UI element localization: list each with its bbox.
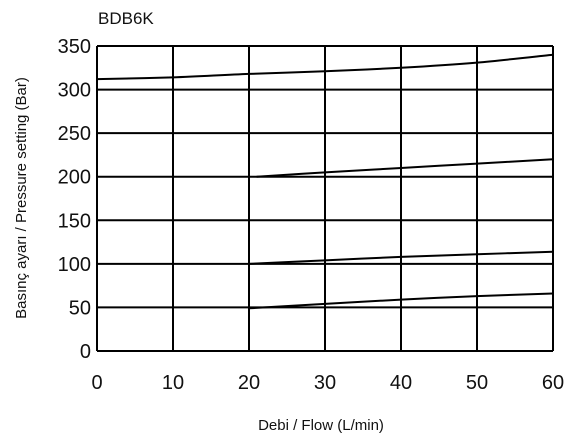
y-tick-labels: 0 50 100 150 200 250 300 350 (58, 36, 91, 363)
x-axis-label: Debi / Flow (L/min) (258, 417, 384, 434)
x-tick-label: 40 (390, 372, 412, 394)
y-tick-label: 250 (58, 123, 91, 145)
x-tick-label: 20 (238, 372, 260, 394)
x-tick-label: 60 (542, 372, 564, 394)
y-tick-label: 150 (58, 210, 91, 232)
y-axis-label: Basınç ayarı / Pressure setting (Bar) (13, 77, 30, 319)
y-tick-label: 0 (80, 341, 91, 363)
series-line-3 (248, 250, 554, 265)
x-tick-label: 50 (466, 372, 488, 394)
x-tick-label: 0 (91, 372, 102, 394)
series-line-2 (256, 158, 554, 178)
y-tick-label: 50 (69, 297, 91, 319)
chart-title: BDB6K (98, 9, 154, 28)
series-line-4 (248, 292, 554, 310)
x-tick-label: 30 (314, 372, 336, 394)
grid (96, 45, 554, 352)
y-tick-label: 100 (58, 254, 91, 276)
y-tick-label: 350 (58, 36, 91, 58)
x-tick-labels: 0 10 20 30 40 50 60 (91, 372, 564, 394)
series-group (96, 53, 554, 310)
y-tick-label: 200 (58, 167, 91, 189)
x-tick-label: 10 (162, 372, 184, 394)
y-tick-label: 300 (58, 80, 91, 102)
series-line-1 (96, 53, 554, 81)
